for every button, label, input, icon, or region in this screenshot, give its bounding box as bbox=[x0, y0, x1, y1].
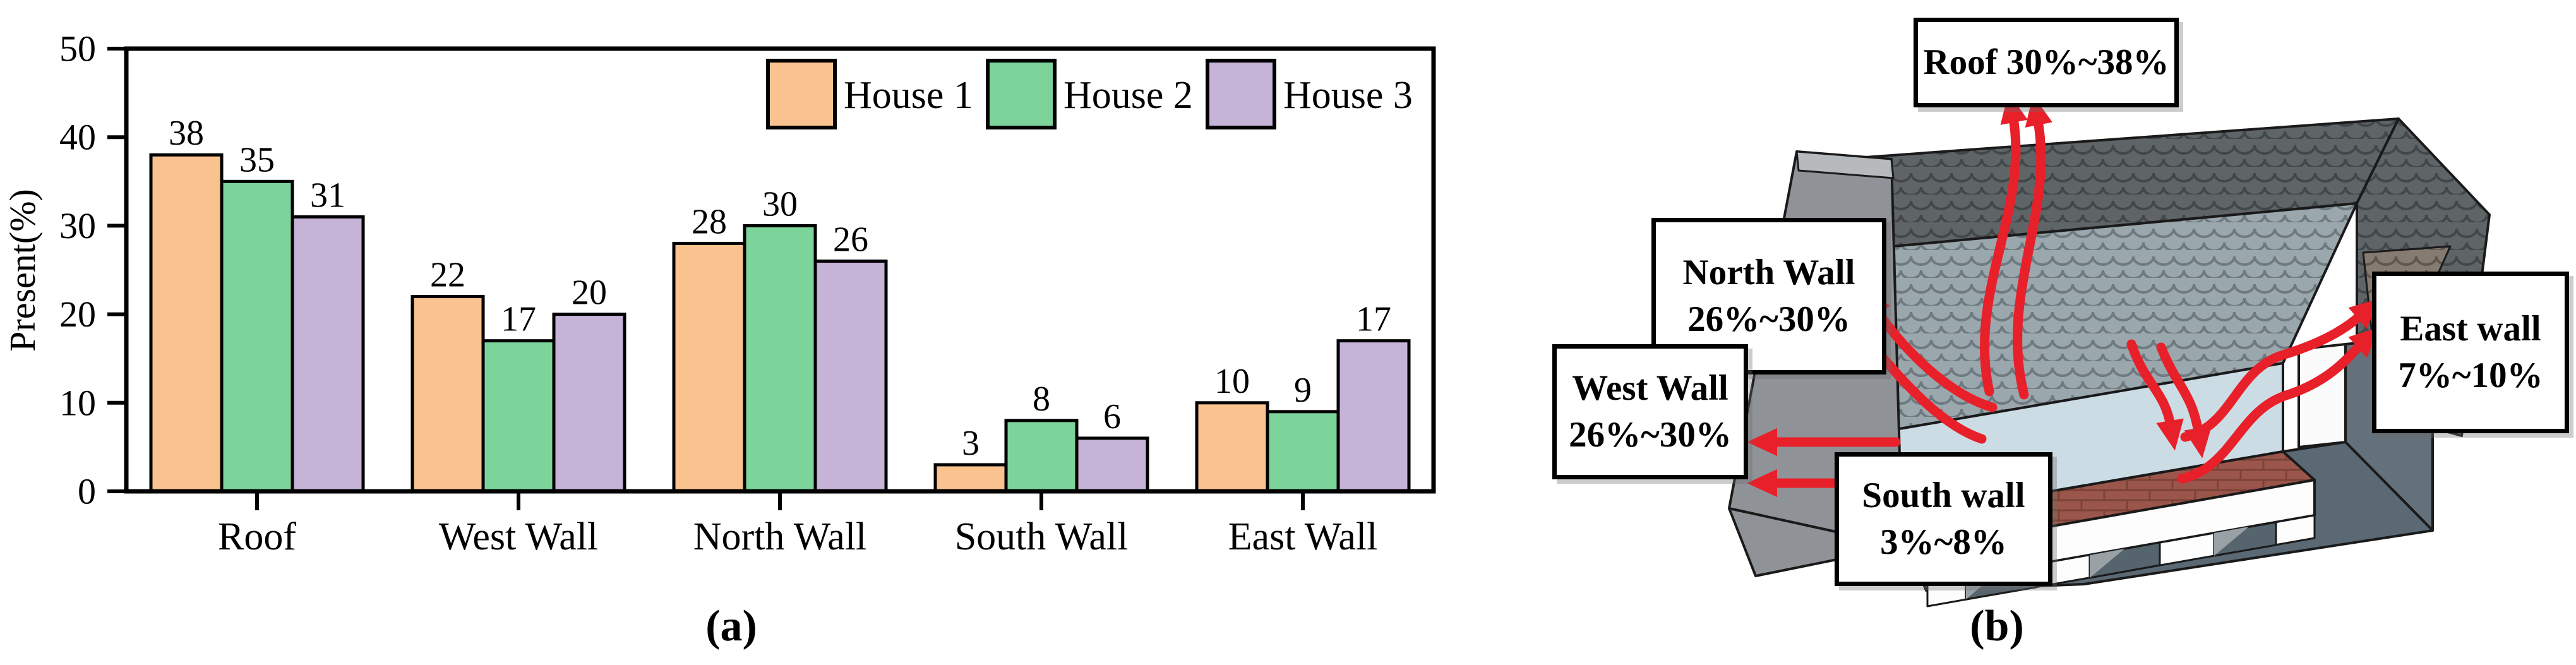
bar-value-house-1-north-wall: 28 bbox=[692, 202, 727, 241]
bar-house-1-west-wall bbox=[410, 295, 485, 493]
bar-value-house-3-roof: 31 bbox=[310, 176, 345, 215]
bar-house-2-east-wall bbox=[1266, 410, 1340, 493]
legend-swatch-house-3 bbox=[1206, 59, 1276, 129]
bar-value-house-2-roof: 35 bbox=[239, 140, 275, 179]
south-wall-label-box: South wall 3%~8% bbox=[1835, 452, 2052, 586]
x-category-label-south-wall: South Wall bbox=[955, 515, 1129, 558]
y-tick-label-40: 40 bbox=[59, 117, 96, 158]
legend-swatch-house-1 bbox=[766, 59, 837, 129]
west-wall-label-value: 26%~30% bbox=[1569, 415, 1732, 455]
bar-value-house-2-north-wall: 30 bbox=[762, 184, 798, 224]
x-category-label-roof: Roof bbox=[218, 515, 296, 558]
y-tick-label-10: 10 bbox=[59, 382, 96, 423]
roof-arrow bbox=[2013, 95, 2052, 400]
x-category-label-north-wall: North Wall bbox=[693, 515, 867, 558]
east-wall-label-text: East wall bbox=[2400, 308, 2541, 349]
east-wall-pillar bbox=[2297, 343, 2347, 448]
east-wall-arrow bbox=[2180, 298, 2381, 442]
south-wall-label-text: South wall bbox=[1862, 475, 2025, 515]
ground-front-wedge bbox=[1728, 507, 1903, 577]
bar-value-house-3-east-wall: 17 bbox=[1356, 300, 1391, 339]
west-wall-label-text: West Wall bbox=[1572, 368, 1728, 408]
legend-label-house-2: House 2 bbox=[1063, 74, 1193, 117]
bar-house-3-north-wall bbox=[813, 259, 888, 493]
x-category-label-east-wall: East Wall bbox=[1228, 515, 1378, 558]
north-wall-label-value: 26%~30% bbox=[1687, 299, 1850, 339]
bar-house-1-east-wall bbox=[1195, 401, 1269, 493]
east-wall-label-value: 7%~10% bbox=[2398, 356, 2543, 395]
south-wall-arrow bbox=[2126, 339, 2184, 451]
bar-house-2-west-wall bbox=[481, 339, 556, 493]
y-tick-label-0: 0 bbox=[78, 471, 96, 512]
plot-border bbox=[124, 46, 1436, 494]
bar-value-house-2-east-wall: 9 bbox=[1294, 371, 1312, 410]
kang-leg-shadow bbox=[2214, 527, 2249, 556]
bar-house-3-south-wall bbox=[1075, 436, 1149, 493]
bar-value-house-2-west-wall: 17 bbox=[501, 300, 536, 339]
bar-house-1-roof bbox=[149, 153, 224, 493]
bar-value-house-1-south-wall: 3 bbox=[962, 424, 979, 463]
east-wall-label-box: East wall 7%~10% bbox=[2372, 272, 2569, 433]
bar-value-house-1-west-wall: 22 bbox=[430, 256, 465, 295]
bar-value-house-3-west-wall: 20 bbox=[572, 273, 607, 313]
bar-value-house-1-east-wall: 10 bbox=[1214, 362, 1250, 401]
east-wall-arrow bbox=[2177, 327, 2380, 484]
roof-label-box: Roof 30%~38% bbox=[1914, 18, 2179, 107]
x-category-label-west-wall: West Wall bbox=[439, 515, 598, 558]
bar-value-house-3-north-wall: 26 bbox=[833, 220, 868, 259]
west-cut-wall-cap bbox=[1795, 150, 1895, 179]
panel-a-caption: (a) bbox=[705, 602, 757, 650]
legend-label-house-1: House 1 bbox=[844, 74, 973, 117]
y-tick-label-30: 30 bbox=[59, 205, 96, 246]
bar-house-3-roof bbox=[291, 215, 365, 493]
y-tick-label-50: 50 bbox=[59, 28, 96, 69]
west-wall-label-box: West Wall 26%~30% bbox=[1552, 344, 1748, 479]
legend-swatch-house-2 bbox=[986, 59, 1057, 129]
bar-house-2-south-wall bbox=[1004, 419, 1079, 493]
kang-leg-shadow bbox=[2090, 549, 2124, 578]
bar-house-1-north-wall bbox=[672, 241, 746, 493]
roof-label-text: Roof 30%~38% bbox=[1923, 42, 2169, 82]
bar-house-3-west-wall bbox=[552, 313, 626, 493]
panel-b-caption: (b) bbox=[1970, 602, 2024, 650]
y-axis-title: Present(%) bbox=[2, 189, 43, 352]
bar-house-2-north-wall bbox=[743, 224, 817, 493]
roof-arrow bbox=[1980, 92, 2028, 397]
bar-value-house-2-south-wall: 8 bbox=[1033, 380, 1050, 419]
bar-house-1-south-wall bbox=[933, 463, 1008, 493]
bar-value-house-3-south-wall: 6 bbox=[1103, 397, 1121, 436]
panel-a-bar-chart: 0 10 20 30 40 50 Present(%) Roof 38 35 31 West Wall… bbox=[2, 28, 1436, 650]
bar-value-house-1-roof: 38 bbox=[169, 114, 204, 153]
panel-b-house-diagram: Roof 30%~38% North Wall 26%~30% West Wal… bbox=[1547, 0, 2576, 665]
bar-house-3-east-wall bbox=[1336, 339, 1411, 493]
south-wall-label-value: 3%~8% bbox=[1880, 522, 2007, 562]
legend-label-house-3: House 3 bbox=[1283, 74, 1413, 117]
south-wall-arrow bbox=[2156, 342, 2212, 458]
bar-house-2-roof bbox=[220, 179, 294, 493]
north-wall-label-text: North Wall bbox=[1682, 252, 1855, 292]
y-tick-label-20: 20 bbox=[59, 294, 96, 335]
